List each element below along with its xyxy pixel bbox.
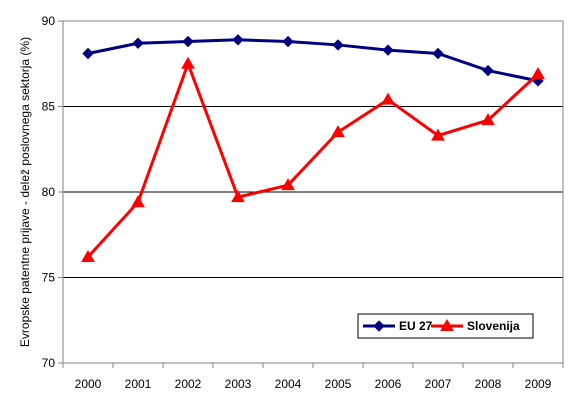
data-point — [432, 47, 444, 60]
data-point — [282, 35, 294, 48]
data-point — [331, 125, 345, 138]
x-tick-label: 2008 — [475, 377, 502, 391]
data-point — [332, 39, 344, 51]
legend-items: EU 27 Slovenija — [363, 318, 520, 333]
data-point — [182, 35, 194, 48]
y-tick-label: 85 — [42, 100, 56, 114]
y-tick-label: 90 — [42, 14, 56, 28]
data-point — [132, 37, 144, 49]
data-point — [131, 195, 145, 208]
x-tick-label: 2003 — [225, 377, 252, 391]
y-tick-label: 80 — [42, 185, 56, 199]
x-tick-label: 2000 — [75, 377, 102, 391]
x-tick-label: 2001 — [125, 377, 152, 391]
y-tick-label: 70 — [42, 356, 56, 370]
series-line — [87, 38, 539, 83]
x-tick-labels: 2000 2001 2002 2003 2004 2005 2006 2007 2008 2009 — [75, 377, 552, 391]
y-axis-label: Evropske patentne prijave - delež poslov… — [18, 37, 32, 347]
data-point — [81, 249, 95, 262]
legend-item: EU 27 — [363, 319, 433, 333]
legend-marker — [440, 318, 454, 331]
data-point — [382, 44, 394, 56]
data-point — [281, 178, 295, 191]
x-tick-label: 2009 — [525, 377, 552, 391]
data-point — [531, 67, 545, 80]
x-tick-label: 2002 — [175, 377, 202, 391]
series-slovenija — [81, 56, 545, 262]
data-point — [431, 128, 445, 141]
series-line — [86, 59, 540, 258]
data-point — [232, 34, 244, 46]
y-tick-label: 75 — [42, 271, 56, 285]
y-tick-labels: 70 75 80 85 90 — [42, 14, 56, 370]
x-tick-label: 2006 — [375, 377, 402, 391]
data-point — [481, 113, 495, 126]
legend-marker — [373, 320, 385, 332]
data-point — [482, 64, 494, 77]
x-tick-label: 2005 — [325, 377, 352, 391]
data-point — [381, 92, 395, 105]
legend: EU 27 Slovenija — [357, 313, 534, 339]
data-point — [231, 190, 245, 203]
x-tick-label: 2004 — [275, 377, 302, 391]
legend-label: EU 27 — [399, 319, 433, 333]
axes — [58, 20, 564, 368]
data-point — [181, 56, 195, 69]
series — [81, 34, 545, 262]
x-tick-label: 2007 — [425, 377, 452, 391]
legend-label: Slovenija — [467, 319, 520, 333]
data-point — [82, 47, 94, 60]
series-eu-27 — [82, 34, 544, 87]
legend-item: Slovenija — [431, 318, 520, 333]
